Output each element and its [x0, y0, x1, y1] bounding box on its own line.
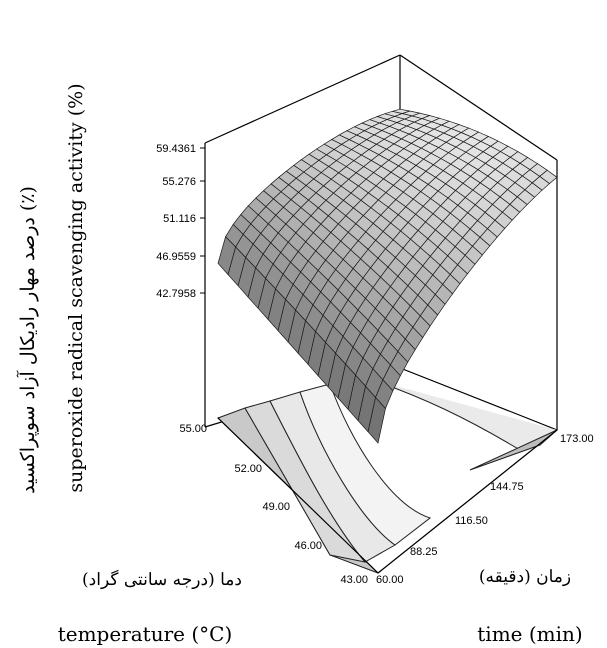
- x-axis-title-fa: دما (درجه سانتی گراد): [82, 569, 242, 590]
- x-axis: 55.00 52.00 49.00 46.00 43.00: [179, 417, 379, 586]
- surface-cell: [392, 108, 410, 114]
- z-tick-label: 59.4361: [156, 143, 196, 155]
- x-axis-title-en: temperature (°C): [58, 622, 233, 646]
- frame-top-right: [399, 54, 558, 161]
- z-axis-title-en: superoxide radical scavenging activity (…: [65, 83, 87, 492]
- x-tick-label: 52.00: [234, 463, 262, 475]
- x-axis-line: [217, 417, 379, 574]
- y-axis-title-fa: زمان (دقیقه): [479, 567, 571, 587]
- y-tick-label: 173.00: [560, 433, 594, 445]
- z-tick-label: 55.276: [162, 176, 196, 188]
- z-tick-label: 42.7958: [156, 288, 196, 300]
- z-axis: 59.4361 55.276 51.116 46.9559 42.7958: [156, 143, 205, 300]
- z-tick-label: 51.116: [163, 213, 196, 225]
- y-tick-label: 116.50: [455, 515, 488, 527]
- x-tick-label: 46.00: [294, 540, 322, 552]
- y-tick-label: 144.75: [490, 481, 524, 493]
- x-tick-label: 55.00: [179, 423, 207, 435]
- y-axis: 60.00 88.25 116.50 144.75 173.00: [376, 429, 594, 586]
- frame-top-left: [204, 54, 401, 144]
- y-axis-title-en: time (min): [477, 622, 582, 646]
- floor-contours: [217, 367, 558, 574]
- y-axis-line: [377, 429, 558, 574]
- z-tick-label: 46.9559: [156, 251, 196, 263]
- z-axis-title-fa: درصد مهار رادیکال آزاد سوپراکسید (٪): [16, 186, 39, 494]
- x-tick-label: 43.00: [340, 574, 368, 586]
- x-tick-label: 49.00: [262, 501, 290, 513]
- response-surface: [217, 108, 558, 444]
- y-tick-label: 60.00: [376, 574, 404, 586]
- contour-band-4: [299, 383, 432, 546]
- y-tick-label: 88.25: [410, 546, 438, 558]
